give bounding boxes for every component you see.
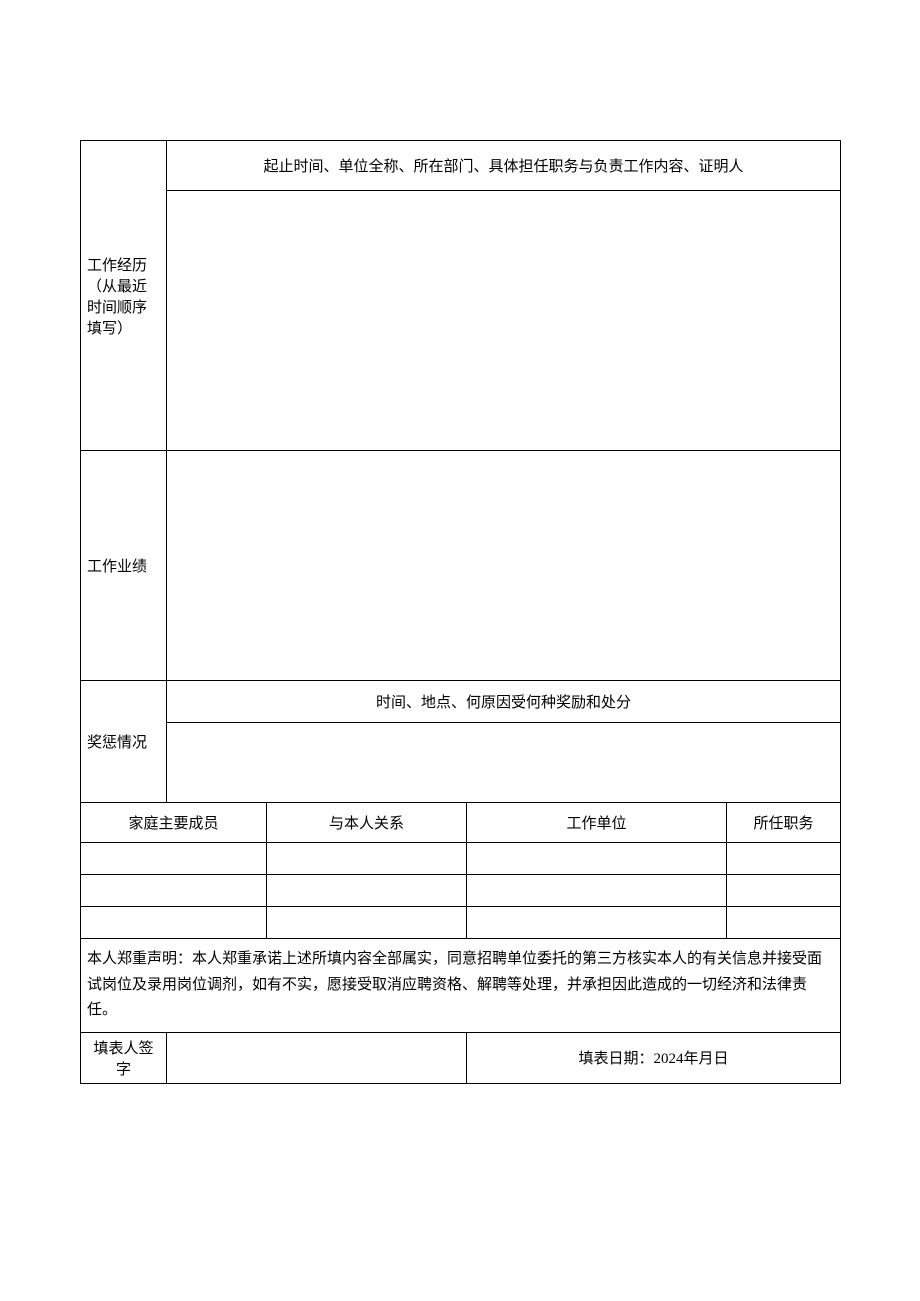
work-perf-content[interactable] (167, 451, 841, 681)
family-cell[interactable] (467, 907, 727, 939)
family-row (81, 875, 841, 907)
form-table: 工作经历（从最近时间顺序填写） 起止时间、单位全称、所在部门、具体担任职务与负责… (80, 140, 841, 1084)
rewards-content[interactable] (167, 723, 841, 803)
family-cell[interactable] (467, 875, 727, 907)
signer-label-text: 填表人签字 (93, 1041, 153, 1078)
work-exp-header-text: 起止时间、单位全称、所在部门、具体担任职务与负责工作内容、证明人 (264, 159, 744, 175)
family-cell[interactable] (267, 875, 467, 907)
family-col-0: 家庭主要成员 (81, 803, 267, 843)
work-exp-label-text: 工作经历（从最近时间顺序填写） (87, 258, 147, 337)
fill-date-prefix: 填表日期： (578, 1051, 653, 1067)
family-cell[interactable] (727, 875, 841, 907)
fill-date: 填表日期：2024年月日 (467, 1032, 841, 1083)
family-col-2-text: 工作单位 (566, 816, 626, 832)
family-cell[interactable] (81, 907, 267, 939)
family-col-1-text: 与本人关系 (329, 816, 404, 832)
family-row (81, 907, 841, 939)
family-col-2: 工作单位 (467, 803, 727, 843)
work-exp-header: 起止时间、单位全称、所在部门、具体担任职务与负责工作内容、证明人 (167, 141, 841, 191)
family-cell[interactable] (267, 907, 467, 939)
family-col-0-text: 家庭主要成员 (128, 816, 218, 832)
work-exp-content[interactable] (167, 191, 841, 451)
rewards-header: 时间、地点、何原因受何种奖励和处分 (167, 681, 841, 723)
rewards-header-text: 时间、地点、何原因受何种奖励和处分 (376, 695, 631, 711)
family-row (81, 843, 841, 875)
declaration-text: 本人郑重声明：本人郑重承诺上述所填内容全部属实，同意招聘单位委托的第三方核实本人… (87, 951, 822, 1018)
declaration-cell: 本人郑重声明：本人郑重承诺上述所填内容全部属实，同意招聘单位委托的第三方核实本人… (81, 939, 841, 1033)
family-cell[interactable] (727, 907, 841, 939)
work-exp-label: 工作经历（从最近时间顺序填写） (81, 141, 167, 451)
rewards-label-text: 奖惩情况 (87, 735, 147, 751)
family-col-3: 所任职务 (727, 803, 841, 843)
rewards-label: 奖惩情况 (81, 681, 167, 803)
family-cell[interactable] (727, 843, 841, 875)
fill-date-value: 2024年月日 (654, 1051, 729, 1067)
signer-label: 填表人签字 (81, 1032, 167, 1083)
family-cell[interactable] (467, 843, 727, 875)
family-col-3-text: 所任职务 (754, 816, 814, 832)
family-cell[interactable] (267, 843, 467, 875)
work-perf-label: 工作业绩 (81, 451, 167, 681)
work-perf-label-text: 工作业绩 (87, 559, 147, 575)
signer-value[interactable] (167, 1032, 467, 1083)
family-col-1: 与本人关系 (267, 803, 467, 843)
family-cell[interactable] (81, 875, 267, 907)
family-cell[interactable] (81, 843, 267, 875)
